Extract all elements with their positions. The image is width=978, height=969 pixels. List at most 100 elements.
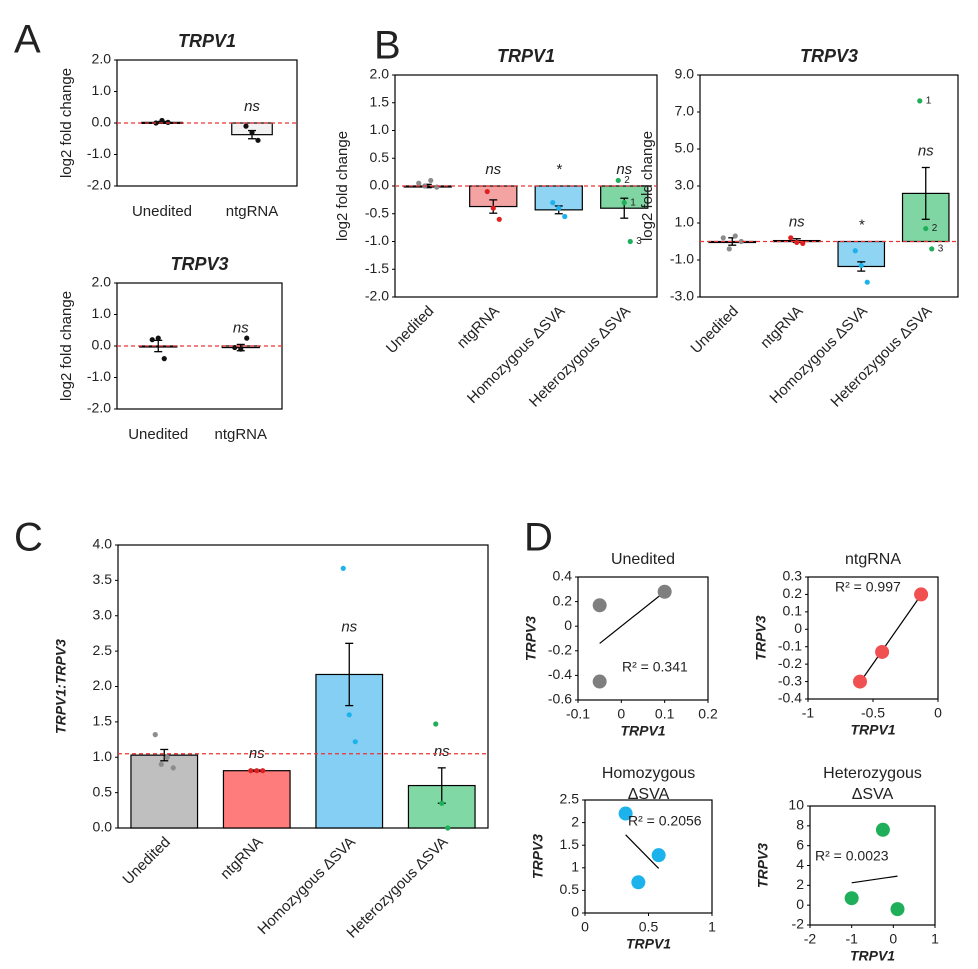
data-point: [615, 177, 621, 184]
x-tick-label: 0.1: [655, 706, 675, 722]
y-tick-label: 0.3: [783, 568, 803, 584]
y-tick-label: -1.0: [365, 232, 389, 248]
bar: [130, 754, 199, 829]
x-tick-label: ntgRNA: [454, 303, 503, 352]
trend-line: [859, 594, 922, 683]
y-tick-label: -2: [792, 916, 805, 932]
bar: [222, 770, 291, 829]
data-point: [550, 200, 556, 206]
data-point: [164, 754, 170, 760]
x-tick-label: Unedited: [128, 426, 188, 443]
y-tick-label: 0.2: [783, 585, 803, 601]
trend-line: [625, 834, 660, 869]
data-point: [852, 248, 858, 254]
data-point: [248, 768, 254, 774]
x-tick-label: 1: [708, 919, 716, 935]
x-tick-label: ntgRNA: [214, 426, 267, 443]
y-tick-label: 0.5: [560, 881, 580, 897]
data-point: [439, 800, 445, 806]
y-tick-label: -0.4: [548, 666, 572, 682]
data-point: [875, 822, 890, 837]
y-tick-label: 1: [571, 859, 579, 875]
y-tick-label: 8: [796, 817, 804, 833]
panel-label: D: [524, 516, 553, 560]
y-tick-label: 0.2: [553, 592, 573, 608]
y-axis-label: TRPV3: [755, 843, 771, 888]
x-tick-label: -0.1: [566, 706, 590, 722]
y-tick-label: 0: [794, 620, 802, 636]
data-point: [917, 98, 923, 104]
data-point: [720, 235, 726, 241]
x-tick-label: 0: [617, 706, 625, 722]
data-point: [844, 891, 859, 906]
y-tick-label: -0.4: [778, 690, 802, 706]
x-tick-label: -1: [845, 931, 858, 947]
panel-label: A: [14, 18, 41, 62]
point-label: 1: [926, 96, 932, 107]
chart-title: Unedited: [611, 551, 675, 568]
y-tick-label: -0.6: [548, 691, 572, 707]
x-tick-label: -1: [802, 705, 815, 721]
annotation: *: [556, 161, 563, 178]
x-tick-label: 0.2: [698, 706, 718, 722]
point-label: 2: [624, 175, 630, 186]
y-tick-label: 3.0: [675, 177, 695, 193]
annotation: R² = 0.0023: [815, 848, 889, 864]
chart-title: ΔSVA: [628, 786, 670, 803]
y-tick-label: 0.0: [370, 177, 390, 193]
chart-title: TRPV1: [178, 31, 236, 51]
chart-title: Homozygous: [602, 765, 695, 782]
y-tick-label: 9.0: [675, 66, 695, 82]
data-point: [562, 213, 568, 220]
x-tick-label: Unedited: [687, 303, 741, 357]
x-axis-label: TRPV1: [626, 936, 671, 952]
data-point: [732, 233, 738, 239]
chart-title: TRPV3: [170, 254, 228, 274]
y-axis-label: TRPV1:TRPV3: [53, 639, 69, 734]
y-tick-label: 2.0: [93, 677, 113, 693]
annotation: ns: [616, 161, 632, 178]
data-point: [853, 674, 867, 689]
x-tick-label: 1: [931, 931, 939, 947]
data-point: [651, 848, 666, 863]
trend-line: [851, 875, 898, 884]
x-tick-label: ntgRNA: [757, 303, 806, 352]
data-point: [149, 337, 155, 343]
data-point: [592, 674, 607, 689]
data-point: [433, 721, 439, 727]
y-tick-label: 2.5: [93, 642, 113, 658]
y-tick-label: 1.0: [675, 214, 695, 230]
y-tick-label: 2.5: [560, 791, 580, 807]
y-tick-label: 0.0: [92, 337, 112, 353]
x-tick-label: Unedited: [132, 203, 192, 220]
y-tick-label: 3.0: [93, 606, 113, 622]
data-point: [428, 177, 434, 184]
y-tick-label: 10: [788, 797, 804, 813]
annotation: *: [858, 216, 865, 233]
data-point: [890, 902, 905, 917]
annotation: ns: [918, 142, 934, 159]
data-point: [496, 216, 502, 222]
x-axis-label: TRPV1: [620, 723, 665, 739]
y-axis-label: TRPV3: [523, 616, 539, 661]
data-point: [858, 262, 864, 269]
annotation: ns: [233, 319, 249, 336]
y-tick-label: 0: [796, 896, 804, 912]
y-tick-label: -0.1: [778, 637, 802, 653]
y-tick-label: -0.3: [778, 672, 802, 688]
chart-title: TRPV3: [800, 46, 858, 66]
y-tick-label: 0.0: [92, 114, 112, 130]
y-tick-label: -2.0: [87, 177, 111, 193]
y-tick-label: 4.0: [93, 536, 113, 552]
data-point: [618, 806, 633, 821]
y-tick-label: -1.0: [670, 251, 694, 267]
y-tick-label: -0.5: [365, 204, 389, 220]
data-point: [627, 238, 633, 245]
data-point: [490, 205, 496, 211]
y-axis-label: TRPV3: [530, 834, 546, 879]
bar: [407, 784, 476, 829]
data-point: [556, 205, 562, 211]
data-point: [158, 761, 164, 767]
y-tick-label: 4: [796, 856, 804, 872]
